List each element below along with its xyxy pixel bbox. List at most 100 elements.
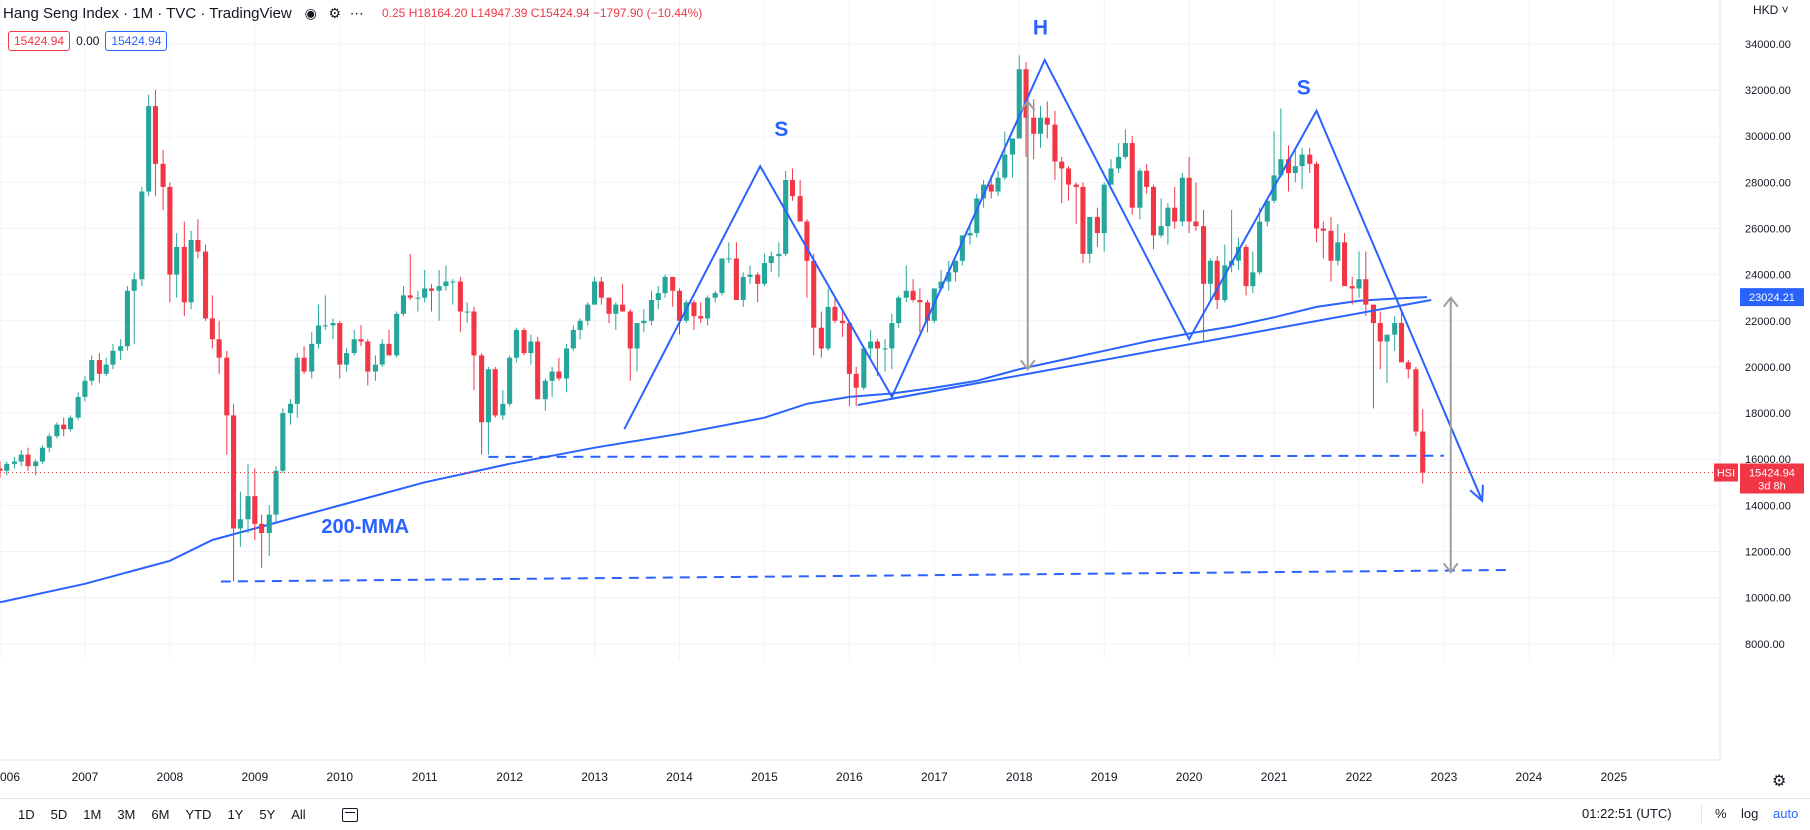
candle-up [683, 300, 689, 324]
log-scale-toggle[interactable]: log [1741, 806, 1759, 821]
bottom-toolbar: 1D 5D 1M 3M 6M YTD 1Y 5Y All 01:22:51 (U… [0, 798, 1810, 830]
candle-body [1009, 138, 1016, 155]
candle-body [485, 369, 491, 423]
candle-up [436, 270, 442, 321]
candle-body [1356, 279, 1362, 289]
candle-body [521, 330, 527, 354]
time-tick-label: 2016 [836, 770, 863, 784]
candle-body [946, 272, 952, 282]
candle-body [840, 320, 846, 324]
sell-price-box[interactable]: 15424.94 [8, 31, 71, 51]
eye-icon[interactable]: ◉ [304, 4, 317, 21]
candle-body [294, 357, 300, 404]
candle-body [691, 302, 697, 317]
candle-body [910, 290, 916, 300]
timeframe-all[interactable]: All [291, 807, 306, 822]
candle-up [1016, 55, 1022, 139]
candle-body [344, 353, 350, 365]
candle-up [287, 399, 294, 425]
candle-down [1349, 276, 1355, 305]
timeframe-ytd[interactable]: YTD [185, 807, 212, 822]
candle-down [407, 253, 413, 300]
annotation-label: S [774, 118, 788, 141]
timeframe-1y[interactable]: 1Y [227, 807, 244, 822]
candle-body [655, 293, 661, 300]
price-chart[interactable]: H S S 200-MMA 8000.00 10000.00 12000.00 14000.… [0, 0, 1810, 798]
candle-up [712, 290, 718, 303]
timeframe-5d[interactable]: 5D [50, 807, 68, 822]
candle-up [825, 288, 831, 351]
bar-countdown: 3d 8h [1758, 481, 1786, 493]
timeframe-6m[interactable]: 6M [151, 807, 170, 822]
candle-down [252, 468, 258, 540]
buy-price-box[interactable]: 15424.94 [105, 31, 168, 51]
candle-body [698, 316, 704, 319]
currency-selector[interactable]: HKD ˅ [1753, 3, 1789, 17]
candle-down [676, 288, 683, 335]
candle-up [726, 242, 732, 264]
candle-down [1377, 311, 1383, 370]
candle-body [535, 341, 541, 400]
timeframe-1d[interactable]: 1D [18, 807, 35, 822]
candle-body [712, 293, 718, 298]
time-tick-label: 2018 [1006, 770, 1033, 784]
candle-down [1044, 101, 1050, 139]
candle-down [181, 221, 187, 317]
candle-body [755, 274, 761, 284]
timeframe-5y[interactable]: 5Y [259, 807, 276, 822]
candle-down [479, 353, 485, 455]
symbol-title[interactable]: Hang Seng Index · 1M · TVC · TradingView [3, 4, 292, 22]
candle-down [627, 309, 633, 381]
candle-body [1299, 154, 1305, 167]
candle-body [1264, 200, 1270, 222]
candle-up [1278, 108, 1284, 178]
candle-down [231, 403, 237, 582]
candle-body [1328, 230, 1334, 261]
candle-body [740, 276, 746, 300]
gear-icon[interactable]: ⚙ [328, 4, 342, 21]
time-tick-label: 2010 [326, 770, 353, 784]
candle-body [670, 276, 676, 291]
candle-down [598, 276, 604, 305]
candle-body [471, 311, 477, 356]
candle-body [1405, 362, 1411, 370]
candle-up [542, 378, 548, 411]
candle-body [415, 297, 421, 299]
calendar-icon[interactable] [341, 807, 358, 822]
candle-down [61, 417, 67, 437]
candle-down [1363, 251, 1369, 317]
candle-body [917, 300, 923, 303]
candle-body [1222, 265, 1228, 300]
candle-up [266, 505, 272, 557]
candle-up [768, 251, 774, 273]
candle-body [124, 290, 130, 347]
timeframe-1m[interactable]: 1M [83, 807, 102, 822]
candle-body [436, 286, 442, 291]
candle-up [67, 415, 74, 432]
candle-down [1285, 145, 1292, 192]
candle-down [457, 276, 463, 333]
auto-scale-toggle[interactable]: auto [1773, 806, 1799, 821]
utc-clock[interactable]: 01:22:51 (UTC) [1582, 806, 1672, 821]
candle-body [882, 348, 888, 350]
candle-body [110, 350, 116, 365]
percent-scale-toggle[interactable]: % [1715, 806, 1727, 821]
timeframe-3m[interactable]: 3M [117, 807, 136, 822]
candle-up [570, 325, 576, 351]
candle-body [874, 341, 880, 349]
more-icon[interactable]: ⋯ [349, 4, 364, 21]
candle-body [577, 320, 583, 330]
candle-up [861, 348, 867, 390]
price-axis: 8000.00 10000.00 12000.00 14000.00 16000.00 1… [1745, 39, 1791, 651]
candle-down [1420, 409, 1426, 484]
candle-body [613, 304, 619, 314]
candle-body [195, 240, 201, 252]
candle-body [1193, 221, 1199, 227]
chart-settings-gear-icon[interactable]: ⚙ [1772, 773, 1787, 790]
last-price-label [1740, 463, 1804, 494]
candle-down [1129, 136, 1135, 215]
candle-up [82, 376, 88, 402]
ma-price-value: 23024.21 [1749, 292, 1795, 304]
last-price-value: 15424.94 [1749, 468, 1795, 480]
candle-body [372, 364, 378, 372]
